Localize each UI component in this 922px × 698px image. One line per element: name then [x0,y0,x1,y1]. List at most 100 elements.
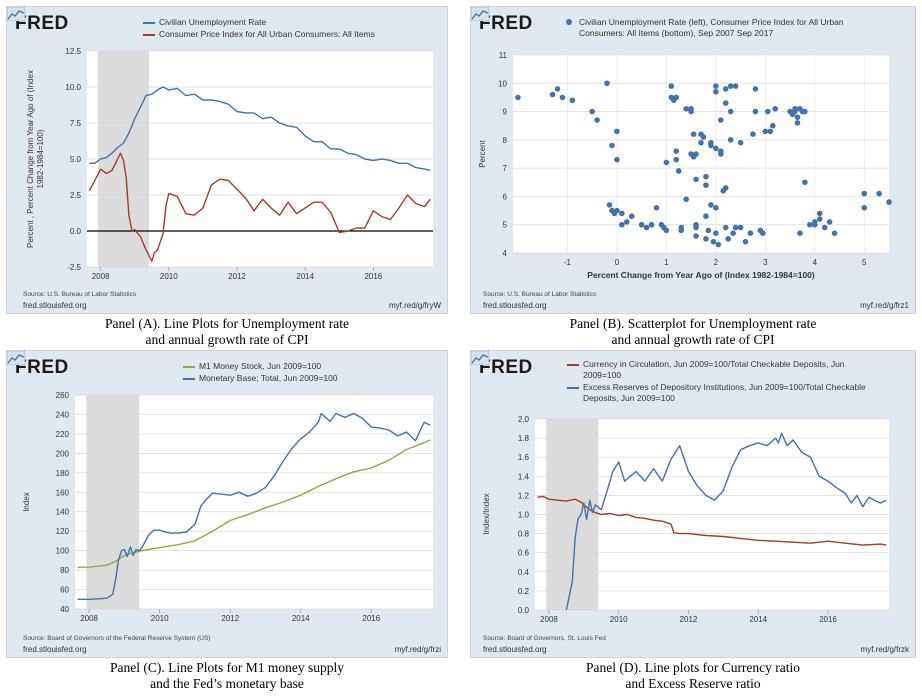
caption-line: and the Fed’s monetary base [150,676,304,691]
scatter-point [713,83,719,89]
scatter-point [722,185,729,191]
legend-label: Excess Reserves of Depository Institutio… [583,382,866,392]
scatter-point [515,94,521,101]
scatter-point [772,105,779,112]
scatter-point [886,199,892,205]
x-tick-label: -1 [564,258,572,267]
scatter-point [673,94,680,101]
scatter-point [722,100,729,106]
source-note: Source: U.S. Bureau of Labor Statistics [23,291,137,298]
caption-line: and Excess Reserve ratio [625,676,761,691]
scatter-point [703,182,709,188]
scatter-point [700,134,707,140]
y-tick-label: 1.4 [518,472,530,481]
legend-item-monetary-base: Monetary Base; Total, Jun 2009=100 [183,373,338,384]
series-line [77,412,431,601]
y-tick-label: 220 [56,430,70,439]
scatter-point [643,224,650,231]
fred-logo: FRED [15,357,69,378]
y-tick-label: 5.0 [70,155,82,164]
chart-a: -2.5 0.0 2.5 5.0 7.5 10.0 12.5 2008 2010 2012 2014… [26,47,433,281]
legend-swatch [567,364,579,366]
shortlink[interactable]: myf.red/g/frzk [860,645,909,654]
x-tick-label: 2012 [228,272,246,281]
legend-label: 2009=100 [583,370,622,380]
scatter-point [703,173,709,180]
y-tick-label: 10.0 [65,83,81,92]
chart-c: 40 60 80 100 120 140 160 180 200 220 240 260 2008 201… [22,391,433,623]
series-line [88,152,431,262]
scatter-point [628,213,635,220]
scatter-point [619,221,625,228]
legend-label: Monetary Base; Total, Jun 2009=100 [199,373,338,383]
scatter-point [648,221,655,228]
axis-label: Index/Index [482,493,491,534]
scatter-point [797,230,803,236]
y-tick-label: 60 [60,586,69,595]
scatter-point [769,122,776,129]
x-tick-label: 2010 [151,614,169,623]
scatter-point [569,97,576,104]
legend-label: Currency in Circulation, Jun 2009=100/To… [583,359,845,369]
site-url: fred.stlouisfed.org [23,301,87,310]
fred-logo-icon [7,7,25,21]
scatter-point [594,117,600,123]
legend-swatch [183,366,195,368]
scatter-point [683,105,689,112]
y-tick-label: 260 [56,391,70,400]
x-tick-label: 2016 [364,272,382,281]
y-tick-label: -2.5 [67,263,81,272]
y-tick-label: 0.0 [518,606,530,615]
scatter-point [673,148,680,154]
scatter-point [737,224,744,231]
fred-logo-icon [7,351,25,365]
scatter-point [663,227,670,234]
scatter-point [703,213,709,220]
scatter-point [861,190,868,197]
scatter-point [705,227,712,234]
legend-item-cpi: Consumer Price Index for All Urban Consu… [143,29,375,40]
shortlink[interactable]: myf.red/g/frz1 [860,301,909,310]
scatter-point [816,216,823,222]
y-tick-label: 11 [499,51,508,60]
scatter-point [794,114,801,121]
legend-label: Deposits, Jun 2009=100 [583,393,675,403]
scatter-point [717,151,724,157]
x-tick-label: 1 [664,258,669,267]
scatter-point [623,219,630,225]
y-tick-label: 40 [60,605,69,614]
scatter-point [683,196,689,203]
scatter-point [604,80,610,87]
scatter-point [693,176,699,183]
series-line [537,495,887,546]
plot-area [513,55,889,253]
fred-logo-icon [471,351,489,365]
y-tick-label: 5 [503,221,508,230]
legend-swatch [566,19,572,25]
y-tick-label: 2.0 [518,415,530,424]
shortlink[interactable]: myf.red/g/frzi [394,645,441,654]
legend-item-scatter: Civilian Unemployment Rate (left), Consu… [563,17,844,39]
scatter-point [690,131,697,137]
scatter-point [876,190,882,197]
scatter-point [638,221,645,228]
caption-d: Panel (D). Line plots for Currency ratio… [470,660,916,692]
scatter-point [614,207,620,214]
scatter-point [722,224,729,231]
y-tick-label: 8 [503,136,508,145]
y-tick-label: 0.0 [70,227,82,236]
y-tick-label: 0.2 [518,587,530,596]
scatter-point [653,204,660,211]
y-tick-label: 180 [56,469,70,478]
scatter-point [725,236,732,242]
x-tick-label: 2 [714,258,719,267]
scatter-point [675,168,682,174]
x-tick-label: 0 [615,258,620,267]
axis-label: Percent , Percent Change from Year Ago o… [26,70,35,248]
y-tick-label: 4 [503,249,508,258]
legend-swatch [183,378,195,380]
x-tick-label: 2016 [362,614,380,623]
shortlink[interactable]: myf.red/g/fryW [388,301,441,310]
scatter-point [717,117,724,123]
source-note: Source: U.S. Bureau of Labor Statistics [483,291,597,298]
